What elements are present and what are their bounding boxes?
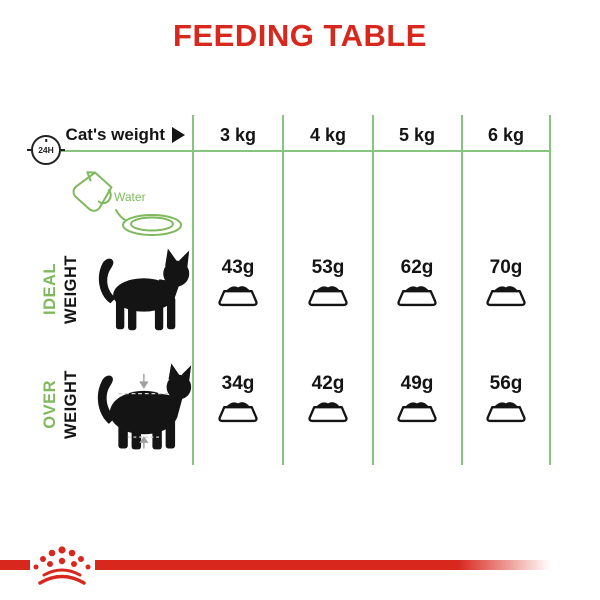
amount-value: 62g [400,257,434,278]
row-label-ideal-weight: IDEAL WEIGHT [38,244,84,334]
24h-label: 24H [38,145,54,155]
grid-line-horizontal [58,150,550,152]
amount-cell: 34g [193,374,283,424]
food-bowl-icon [397,402,437,423]
over-weight-cat-icon [97,363,192,450]
grid-line-vertical [461,115,463,465]
food-bowl-icon [397,286,437,307]
column-header-4kg: 4 kg [309,124,347,145]
clock-tick [27,149,31,151]
row-label-main: WEIGHT [62,254,80,324]
grid-line-vertical [549,115,551,465]
column-header-3kg: 3 kg [219,124,257,145]
footer-band-right [95,560,560,570]
food-bowl-icon [486,286,526,307]
amount-value: 49g [400,373,434,394]
water-label: Water [114,190,146,204]
food-bowl-icon [218,286,258,307]
amount-value: 56g [489,373,523,394]
food-bowl-icon [486,402,526,423]
column-header-5kg: 5 kg [398,124,436,145]
row-label-main: WEIGHT [62,369,80,439]
amount-cell: 53g [283,258,373,308]
royal-canin-crown-icon [33,546,91,585]
cats-weight-header: Cat's weight [52,122,185,148]
amount-cell: 43g [193,258,283,308]
amount-value: 43g [221,257,255,278]
grid-line-vertical [282,115,284,465]
footer-band-left [0,560,30,570]
food-bowl-icon [308,402,348,423]
grid-line-vertical [372,115,374,465]
food-bowl-icon [308,286,348,307]
amount-cell: 56g [461,374,551,424]
ideal-weight-cat-icon [98,248,190,331]
column-header-6kg: 6 kg [487,124,525,145]
clock-tick [45,139,47,142]
amount-cell: 49g [372,374,462,424]
amount-cell: 62g [372,258,462,308]
page-title: FEEDING TABLE [173,18,427,53]
girth-measure-marks [118,373,170,449]
row-label-accent: IDEAL [41,263,60,315]
row-label-over-weight: OVER WEIGHT [38,358,84,450]
water-bowl-icon [72,171,182,236]
row-label-accent: OVER [41,379,60,429]
food-bowl-icon [218,402,258,423]
24h-clock-icon: 24H [27,135,65,165]
grid-line-vertical [192,115,194,465]
amount-cell: 42g [283,374,373,424]
clock-tick [61,149,65,151]
amount-value: 42g [311,373,345,394]
arrow-right-icon [172,127,185,143]
amount-cell: 70g [461,258,551,308]
cats-weight-label: Cat's weight [65,125,165,144]
amount-value: 34g [221,373,255,394]
amount-value: 70g [489,257,523,278]
amount-value: 53g [311,257,345,278]
